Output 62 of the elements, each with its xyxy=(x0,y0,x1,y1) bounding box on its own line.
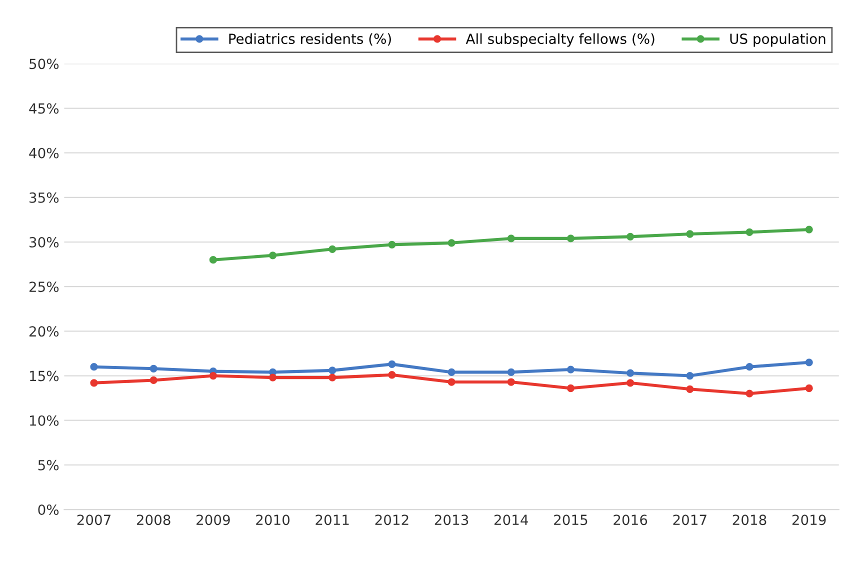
point xyxy=(388,371,396,379)
point xyxy=(805,358,813,366)
x-tick-label: 2018 xyxy=(732,514,766,526)
y-tick-label: 20% xyxy=(29,326,59,337)
point xyxy=(746,228,754,236)
point xyxy=(507,378,515,386)
y-tick-label: 35% xyxy=(30,192,59,203)
y-tick-label: 10% xyxy=(30,415,59,426)
point xyxy=(626,379,634,387)
x-tick-label: 2013 xyxy=(434,514,468,526)
point xyxy=(209,372,217,380)
y-tick-label: 0% xyxy=(38,504,59,515)
point xyxy=(686,372,694,380)
x-tick-label: 2011 xyxy=(316,514,349,526)
point xyxy=(507,368,515,376)
x-tick-label: 2012 xyxy=(375,514,408,526)
x-tick-label: 2008 xyxy=(136,514,170,526)
point xyxy=(805,384,813,392)
y-tick-label: 15% xyxy=(30,370,59,382)
y-tick-label: 40% xyxy=(29,148,59,158)
y-tick-label: 50% xyxy=(30,58,59,70)
x-tick-label: 2015 xyxy=(554,514,588,526)
x-tick-label: 2007 xyxy=(77,514,110,526)
point xyxy=(268,374,277,382)
point xyxy=(328,366,336,374)
point xyxy=(448,378,456,386)
x-tick-label: 2009 xyxy=(196,514,230,526)
point xyxy=(90,363,98,371)
y-tick-label: 30% xyxy=(30,236,59,248)
y-tick-label: 45% xyxy=(29,103,59,114)
point xyxy=(268,252,277,260)
point xyxy=(150,364,158,372)
x-tick-label: 2016 xyxy=(614,514,648,526)
legend-label: US population xyxy=(730,33,826,47)
point xyxy=(507,234,515,242)
point xyxy=(150,376,158,384)
point xyxy=(626,232,634,240)
point xyxy=(626,369,634,377)
y-tick-label: 25% xyxy=(29,282,59,292)
point xyxy=(686,230,694,238)
x-tick-label: 2010 xyxy=(256,514,290,526)
point xyxy=(805,226,813,234)
legend-label: All subspecialty fellows (%) xyxy=(466,33,654,47)
point xyxy=(328,374,336,382)
point xyxy=(90,379,98,387)
point xyxy=(448,239,456,247)
point xyxy=(566,234,575,242)
point xyxy=(686,385,694,393)
point xyxy=(566,384,575,392)
point xyxy=(746,363,754,371)
point xyxy=(566,366,575,374)
point xyxy=(209,256,217,264)
point xyxy=(388,240,396,249)
point xyxy=(746,390,754,398)
x-tick-label: 2017 xyxy=(673,514,706,526)
point xyxy=(388,360,396,368)
x-tick-label: 2014 xyxy=(494,514,528,526)
point xyxy=(448,368,456,376)
point xyxy=(328,245,336,253)
y-tick-label: 5% xyxy=(38,460,59,470)
x-tick-label: 2019 xyxy=(792,514,826,526)
legend-label: Pediatrics residents (%) xyxy=(229,33,391,46)
